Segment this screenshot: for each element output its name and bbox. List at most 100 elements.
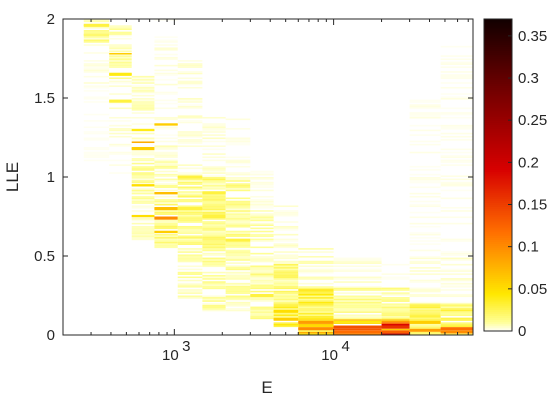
heatmap-cell <box>225 232 251 234</box>
heatmap-cell <box>409 151 441 154</box>
heatmap-cell <box>131 178 155 181</box>
colorbar-swatch <box>484 77 512 81</box>
heatmap-cell <box>273 308 299 310</box>
y-tick-label: 0 <box>47 327 55 344</box>
heatmap-cell <box>225 262 251 264</box>
colorbar-swatch <box>484 313 512 316</box>
heatmap-cell <box>177 279 203 282</box>
heatmap-cell <box>83 64 110 67</box>
heatmap-cell <box>440 61 473 64</box>
heatmap-cell <box>225 274 251 277</box>
heatmap-cell <box>409 301 441 304</box>
heatmap-cell <box>298 308 334 310</box>
heatmap-cell <box>440 284 473 287</box>
colorbar-swatch <box>484 89 512 92</box>
heatmap-cell <box>202 309 226 312</box>
heatmap-cell <box>154 240 178 242</box>
heatmap-cell <box>154 128 178 130</box>
colorbar-swatch <box>484 20 512 24</box>
heatmap-cell <box>131 107 155 110</box>
heatmap-cell <box>273 297 299 299</box>
colorbar-swatch <box>484 276 512 279</box>
heatmap-cell <box>225 230 251 233</box>
heatmap-cell <box>177 121 203 124</box>
colorbar-swatch <box>484 149 512 153</box>
heatmap-cell <box>273 211 299 214</box>
heatmap-cell <box>202 178 226 181</box>
heatmap-cell <box>202 199 226 201</box>
heatmap-cell <box>177 98 203 100</box>
heatmap-cell <box>273 240 299 242</box>
heatmap-cell <box>225 257 251 260</box>
heatmap-cell <box>440 308 473 310</box>
heatmap-cell <box>225 165 251 168</box>
heatmap-cell <box>177 71 203 73</box>
colorbar-swatch <box>484 114 512 118</box>
heatmap-cell <box>440 293 473 296</box>
heatmap-cell <box>202 278 226 280</box>
heatmap-cell <box>250 273 274 275</box>
heatmap-cell <box>177 142 203 144</box>
heatmap-cell <box>409 165 441 168</box>
heatmap-cell <box>202 300 226 302</box>
heatmap-cell <box>273 301 299 304</box>
heatmap-cell <box>440 240 473 242</box>
heatmap-cell <box>177 273 203 275</box>
colorbar-swatch <box>484 143 512 147</box>
heatmap-cell <box>131 150 155 152</box>
heatmap-cell <box>381 276 410 279</box>
heatmap-cell <box>409 225 441 228</box>
heatmap-cell <box>177 134 203 136</box>
heatmap-cell <box>131 169 155 171</box>
heatmap-cell <box>131 85 155 87</box>
heatmap-cell <box>131 159 155 162</box>
heatmap-hot-cell <box>381 331 410 333</box>
heatmap-cell <box>250 314 274 317</box>
heatmap-cell <box>225 225 251 228</box>
heatmap-cell <box>409 113 441 116</box>
heatmap-cell <box>333 300 382 302</box>
heatmap-cell <box>177 268 203 271</box>
heatmap-cell <box>202 195 226 198</box>
heatmap-cell <box>298 287 334 290</box>
colorbar-swatch <box>484 34 512 38</box>
heatmap-cell <box>225 249 251 252</box>
heatmap-cell <box>225 309 251 312</box>
heatmap-cell <box>225 265 251 268</box>
colorbar-swatch <box>484 254 512 258</box>
heatmap-cell <box>440 279 473 282</box>
heatmap-cell <box>225 256 251 258</box>
heatmap-cell <box>250 259 274 261</box>
colorbar-swatch <box>484 100 512 104</box>
heatmap-cell <box>202 169 226 171</box>
heatmap-cell <box>440 323 473 326</box>
heatmap-cell <box>109 34 132 37</box>
colorbar-swatch <box>484 268 512 272</box>
colorbar-swatch <box>484 190 512 194</box>
heatmap-cell <box>83 151 110 154</box>
heatmap-cell <box>250 227 274 230</box>
heatmap-cell <box>154 116 178 119</box>
heatmap-cell <box>83 23 110 26</box>
heatmap-cell <box>202 225 226 228</box>
heatmap-hot-cell <box>109 73 132 76</box>
heatmap-cell <box>225 186 251 189</box>
heatmap-cell <box>202 128 226 130</box>
colorbar-swatch <box>484 83 512 86</box>
heatmap-cell <box>154 156 178 159</box>
heatmap-cell <box>131 233 155 236</box>
heatmap-hot-cell <box>83 34 110 36</box>
heatmap-cell <box>250 316 274 318</box>
heatmap-cell <box>440 254 473 256</box>
heatmap-cell <box>109 116 132 119</box>
heatmap-cell <box>83 131 110 133</box>
heatmap-hot-cell <box>298 321 334 324</box>
colorbar-swatch <box>484 194 512 198</box>
colorbar-swatch <box>484 61 512 65</box>
heatmap-cell <box>440 322 473 324</box>
heatmap-cell <box>225 254 251 256</box>
heatmap-cell <box>409 279 441 282</box>
heatmap-cell <box>273 205 299 208</box>
heatmap-hot-cell <box>177 207 203 210</box>
colorbar-swatch <box>484 145 512 149</box>
